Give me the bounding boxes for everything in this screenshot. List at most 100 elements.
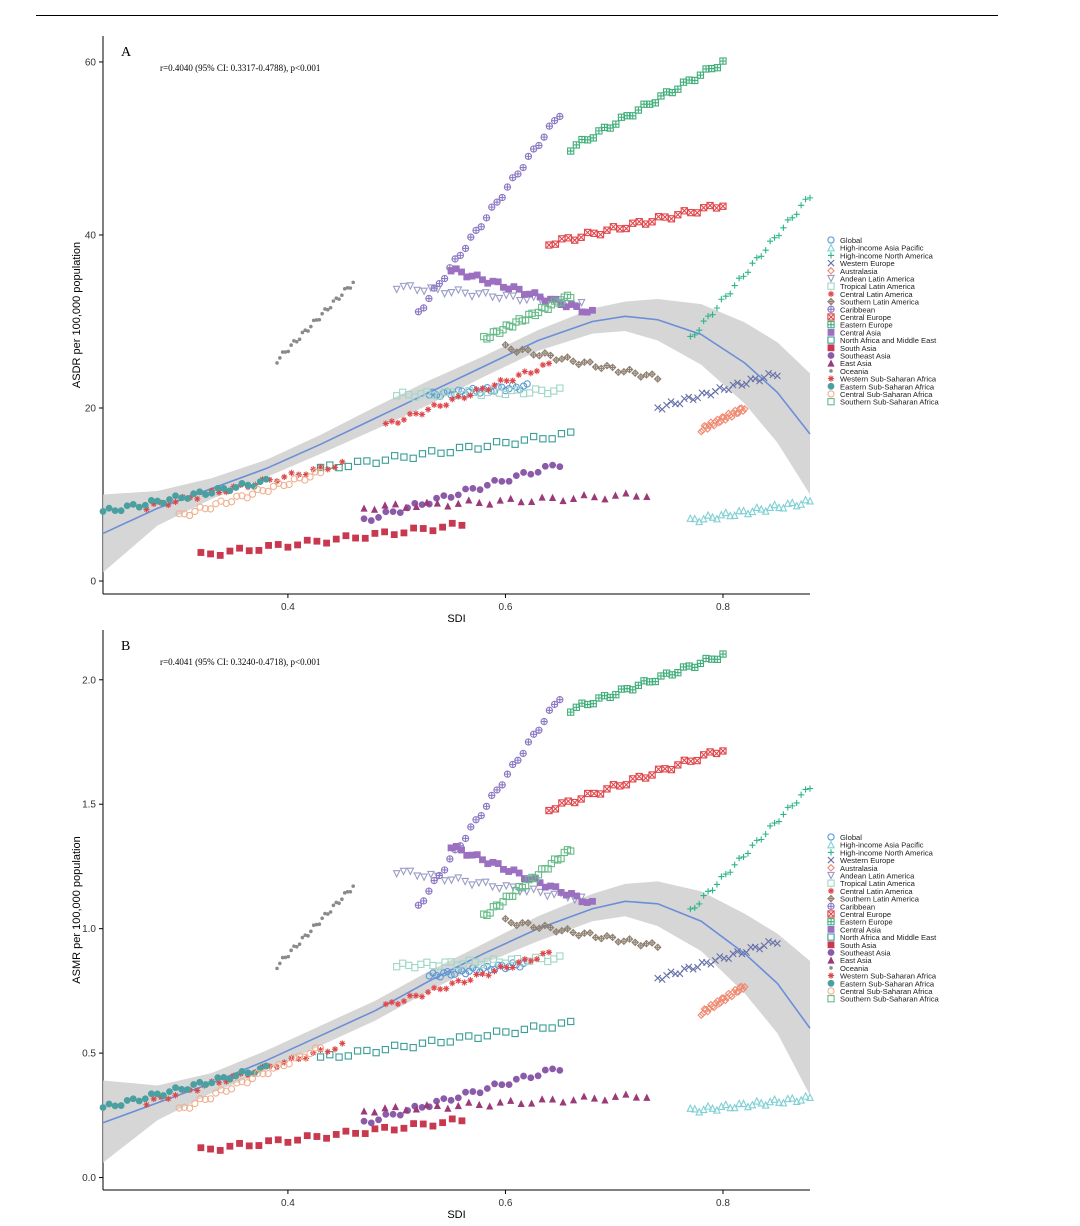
data-point-shape [541, 134, 548, 141]
data-point-shape [454, 491, 462, 499]
data-point-shape [233, 492, 241, 500]
data-point [801, 1091, 810, 1100]
data-point-shape [492, 1027, 501, 1035]
legend-marker-shape [827, 949, 835, 956]
data-point-shape [391, 452, 399, 460]
data-point-shape [569, 1096, 578, 1104]
data-point [483, 442, 491, 451]
data-point-shape [440, 290, 449, 299]
data-point-shape [564, 925, 571, 932]
data-point [629, 112, 637, 120]
data-point-shape [196, 503, 204, 511]
data-point [244, 481, 252, 489]
data-point-shape [502, 882, 511, 891]
data-point [465, 442, 473, 451]
data-point-shape [491, 476, 498, 484]
data-point [722, 871, 729, 878]
data-point-shape [363, 457, 371, 465]
data-point [519, 163, 527, 172]
data-point [440, 492, 448, 499]
data-point [691, 663, 699, 672]
data-point-shape [535, 727, 542, 734]
series-high-income-north-america [687, 194, 814, 340]
data-point-shape [551, 117, 558, 124]
data-point [150, 500, 157, 508]
data-point [392, 285, 401, 294]
data-point-shape [473, 971, 480, 978]
data-point [544, 957, 552, 966]
data-point [531, 289, 539, 297]
data-point-shape [756, 945, 764, 953]
data-point [400, 416, 408, 423]
data-point [596, 231, 605, 239]
data-point-shape [499, 781, 506, 788]
legend-label: Central Europe [840, 313, 891, 322]
data-point [429, 527, 437, 535]
data-point-shape [597, 231, 605, 239]
data-point [732, 409, 741, 418]
data-point-shape [207, 1145, 214, 1153]
data-point-shape [739, 985, 748, 993]
data-point [663, 971, 671, 979]
data-point-shape [687, 905, 694, 913]
data-point [775, 818, 783, 825]
data-point-shape [524, 346, 532, 353]
data-point [539, 1024, 547, 1032]
legend-marker [827, 894, 835, 903]
data-point [558, 235, 566, 243]
data-point-shape [208, 489, 216, 497]
data-point [687, 333, 694, 340]
data-point-shape [567, 709, 574, 716]
data-point-shape [765, 369, 772, 377]
data-point [726, 511, 735, 520]
data-point [540, 717, 548, 726]
x-tick-label: 0.6 [498, 1198, 512, 1209]
data-point-shape [455, 1033, 464, 1041]
data-point-shape [498, 1081, 506, 1089]
legend-label: Southern Latin America [840, 298, 920, 307]
data-point-shape [507, 346, 515, 353]
data-point-shape [424, 989, 432, 996]
data-point [111, 507, 119, 515]
data-point-shape [284, 543, 292, 551]
data-point-shape [475, 498, 483, 506]
legend-label: Eastern Sub-Saharan Africa [840, 382, 935, 391]
data-point-shape [507, 1096, 515, 1104]
data-point-shape [413, 286, 422, 295]
data-point [612, 691, 620, 699]
data-point-shape [735, 275, 743, 282]
data-point-shape [536, 925, 543, 932]
data-point [443, 402, 450, 409]
data-point-shape [496, 496, 504, 504]
data-point [351, 280, 355, 285]
legend-marker-shape [827, 879, 835, 887]
data-point-shape [498, 477, 506, 485]
data-point-shape [433, 494, 440, 502]
data-point-shape [674, 761, 682, 769]
data-point-shape [699, 514, 708, 523]
data-point-shape [788, 498, 797, 507]
data-point [285, 480, 293, 489]
data-point [735, 855, 743, 862]
data-point-shape [248, 1074, 257, 1083]
data-point-shape [648, 939, 656, 946]
data-point-shape [629, 686, 636, 693]
data-point [713, 64, 721, 72]
data-point-shape [524, 919, 532, 927]
data-point [667, 765, 676, 774]
data-point [191, 1099, 199, 1108]
data-point-shape [431, 877, 438, 884]
data-point-shape [797, 499, 806, 508]
data-point-shape [783, 498, 792, 507]
data-point [485, 972, 492, 979]
data-point-shape [788, 1093, 797, 1102]
data-point [443, 985, 450, 992]
legend-marker-shape [827, 236, 835, 244]
data-point [409, 1043, 417, 1052]
data-point-shape [415, 308, 422, 315]
data-point-shape [792, 1097, 801, 1105]
data-point [335, 1053, 343, 1061]
data-point [382, 508, 390, 516]
legend-marker-shape [827, 833, 835, 841]
legend-label: Western Europe [840, 856, 895, 865]
